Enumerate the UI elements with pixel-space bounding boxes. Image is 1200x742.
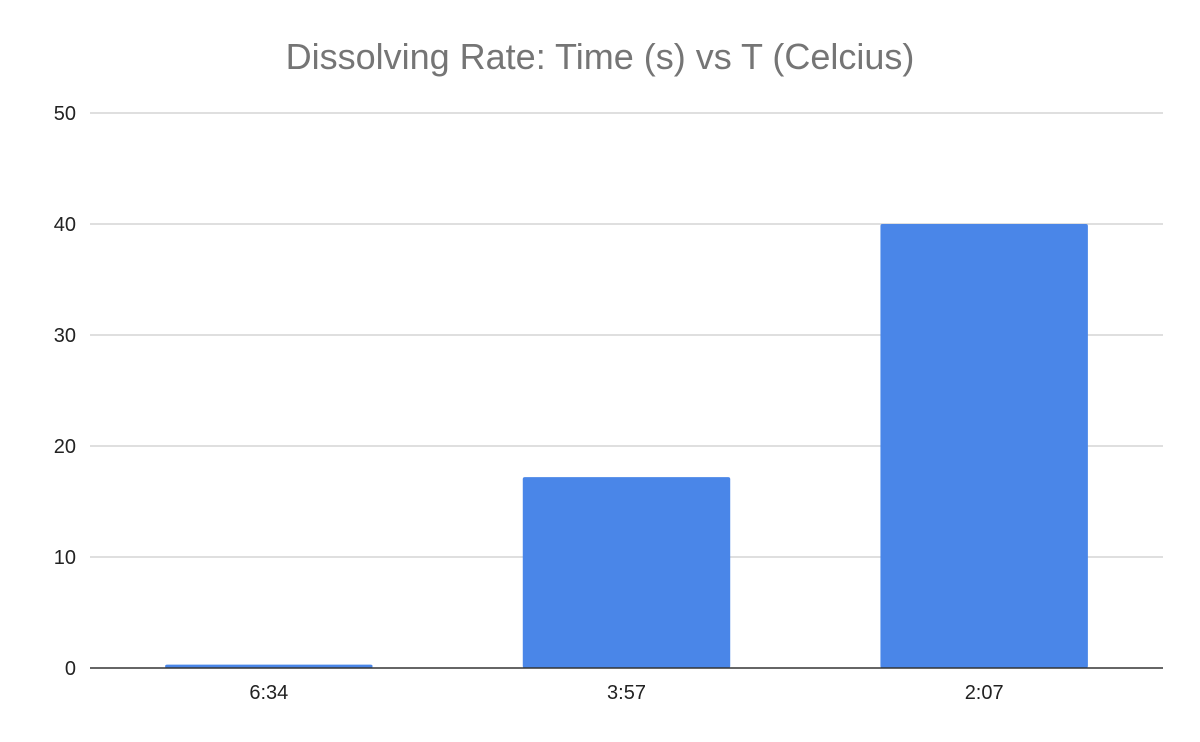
bars [165,224,1088,668]
bar-6-34 [165,664,373,668]
y-tick-label: 30 [54,325,76,347]
x-tick-label: 6:34 [249,682,288,704]
x-tick-label: 2:07 [965,682,1004,704]
y-tick-label: 40 [54,214,76,236]
chart-title: Dissolving Rate: Time (s) vs T (Celcius) [286,36,915,77]
y-tick-label: 0 [65,658,76,680]
x-axis-tick-labels: 6:34 3:57 2:07 [249,682,1003,704]
y-tick-label: 20 [54,436,76,458]
x-tick-label: 3:57 [607,682,646,704]
y-tick-label: 10 [54,547,76,569]
y-axis-tick-labels: 0 10 20 30 40 50 [54,103,76,680]
bar-2-07 [880,224,1088,668]
y-tick-label: 50 [54,103,76,125]
bar-3-57 [522,477,731,668]
